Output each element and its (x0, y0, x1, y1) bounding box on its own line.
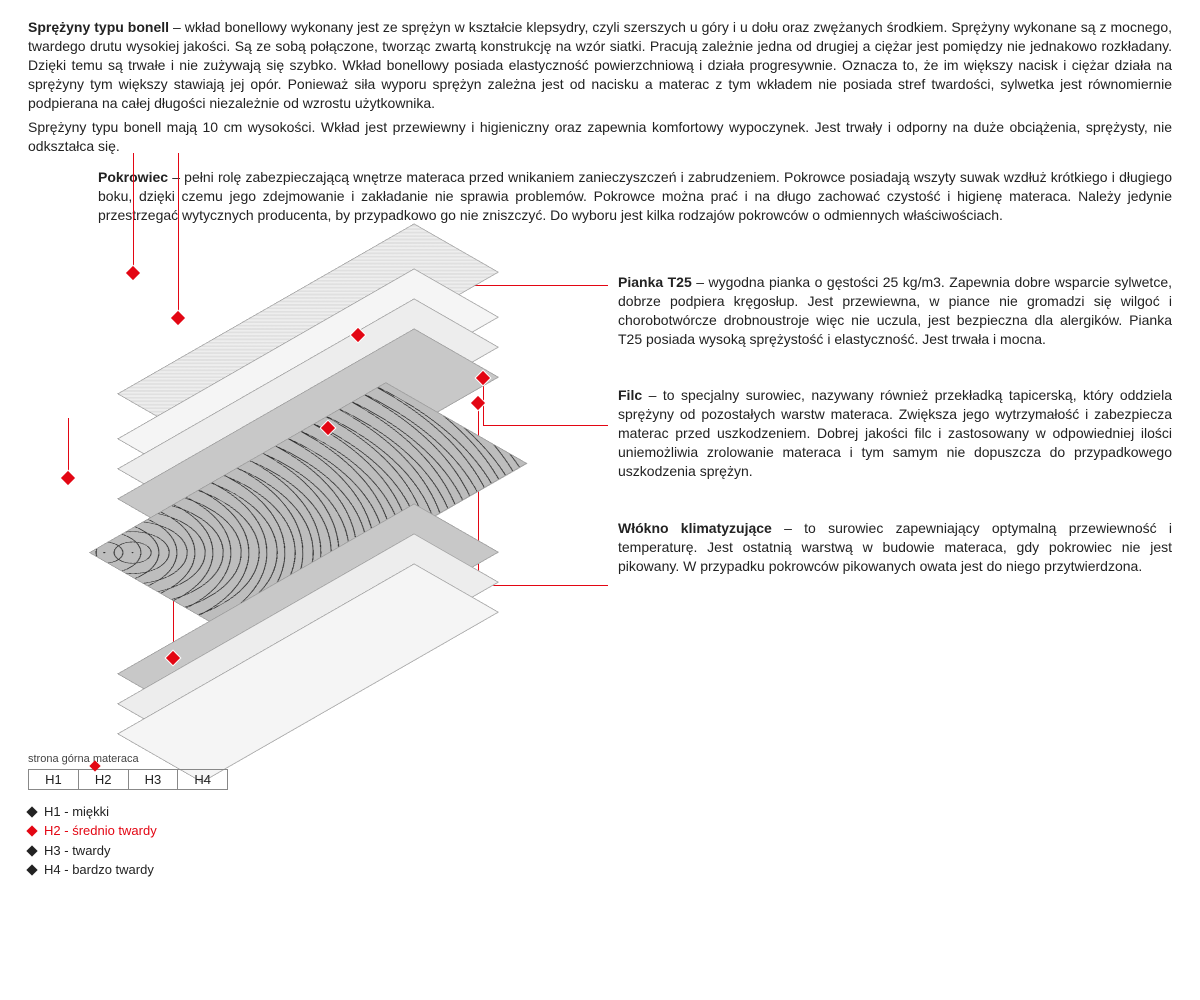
legend-bar: H1 H2 H3 H4 (28, 769, 228, 790)
pokrowiec-text: – pełni rolę zabezpieczającą wnętrze mat… (98, 169, 1172, 223)
callout-text: – wygodna pianka o gęstości 25 kg/m3. Za… (618, 274, 1172, 347)
callout-bold: Włókno klimatyzujące (618, 520, 772, 536)
legend-cell: H2 (79, 770, 129, 789)
legend-item-code: H3 (44, 841, 61, 861)
intro-bold: Sprężyny typu bonell (28, 19, 169, 35)
callout-bold: Filc (618, 387, 642, 403)
intro-paragraph-2: Sprężyny typu bonell mają 10 cm wysokośc… (28, 118, 1172, 156)
callout-pianka: Pianka T25 – wygodna pianka o gęstości 2… (618, 273, 1172, 349)
legend-item-code: H1 (44, 802, 61, 822)
legend-item-code: H4 (44, 860, 61, 880)
intro-text: – wkład bonellowy wykonany jest ze spręż… (28, 19, 1172, 111)
layer-pokrowiec-bottom (98, 613, 518, 733)
legend-item-code: H2 (44, 821, 61, 841)
legend-item: H4 - bardzo twardy (28, 860, 1172, 880)
hardness-legend: strona górna materaca H1 H2 H3 H4 H1 - m… (28, 753, 1172, 880)
mattress-diagram (28, 233, 588, 713)
diagram-row: Pianka T25 – wygodna pianka o gęstości 2… (28, 233, 1172, 713)
diamond-icon (26, 845, 37, 856)
marker-icon (61, 471, 75, 485)
intro-paragraph: Sprężyny typu bonell – wkład bonellowy w… (28, 18, 1172, 112)
legend-item-label: twardy (72, 841, 110, 861)
legend-item-selected: H2 - średnio twardy (28, 821, 1172, 841)
legend-item-label: bardzo twardy (72, 860, 154, 880)
callout-column: Pianka T25 – wygodna pianka o gęstości 2… (588, 233, 1172, 614)
legend-cell: H1 (29, 770, 79, 789)
callout-wlokno: Włókno klimatyzujące – to surowiec zapew… (618, 519, 1172, 576)
layer-springs (98, 408, 518, 528)
legend-item-label: średnio twardy (72, 821, 157, 841)
callout-bold: Pianka T25 (618, 274, 692, 290)
leader-line (133, 153, 134, 273)
leader-line (68, 418, 69, 478)
legend-list: H1 - miękki H2 - średnio twardy H3 - twa… (28, 802, 1172, 880)
legend-item: H3 - twardy (28, 841, 1172, 861)
diamond-icon (26, 806, 37, 817)
diamond-icon (26, 825, 37, 836)
diamond-icon (26, 864, 37, 875)
legend-item: H1 - miękki (28, 802, 1172, 822)
callout-text: – to specjalny surowiec, nazywany równie… (618, 387, 1172, 479)
legend-item-label: miękki (72, 802, 109, 822)
pokrowiec-paragraph: Pokrowiec – pełni rolę zabezpieczającą w… (98, 168, 1172, 225)
callout-filc: Filc – to specjalny surowiec, nazywany r… (618, 386, 1172, 480)
legend-cell: H3 (129, 770, 179, 789)
legend-cell: H4 (178, 770, 227, 789)
